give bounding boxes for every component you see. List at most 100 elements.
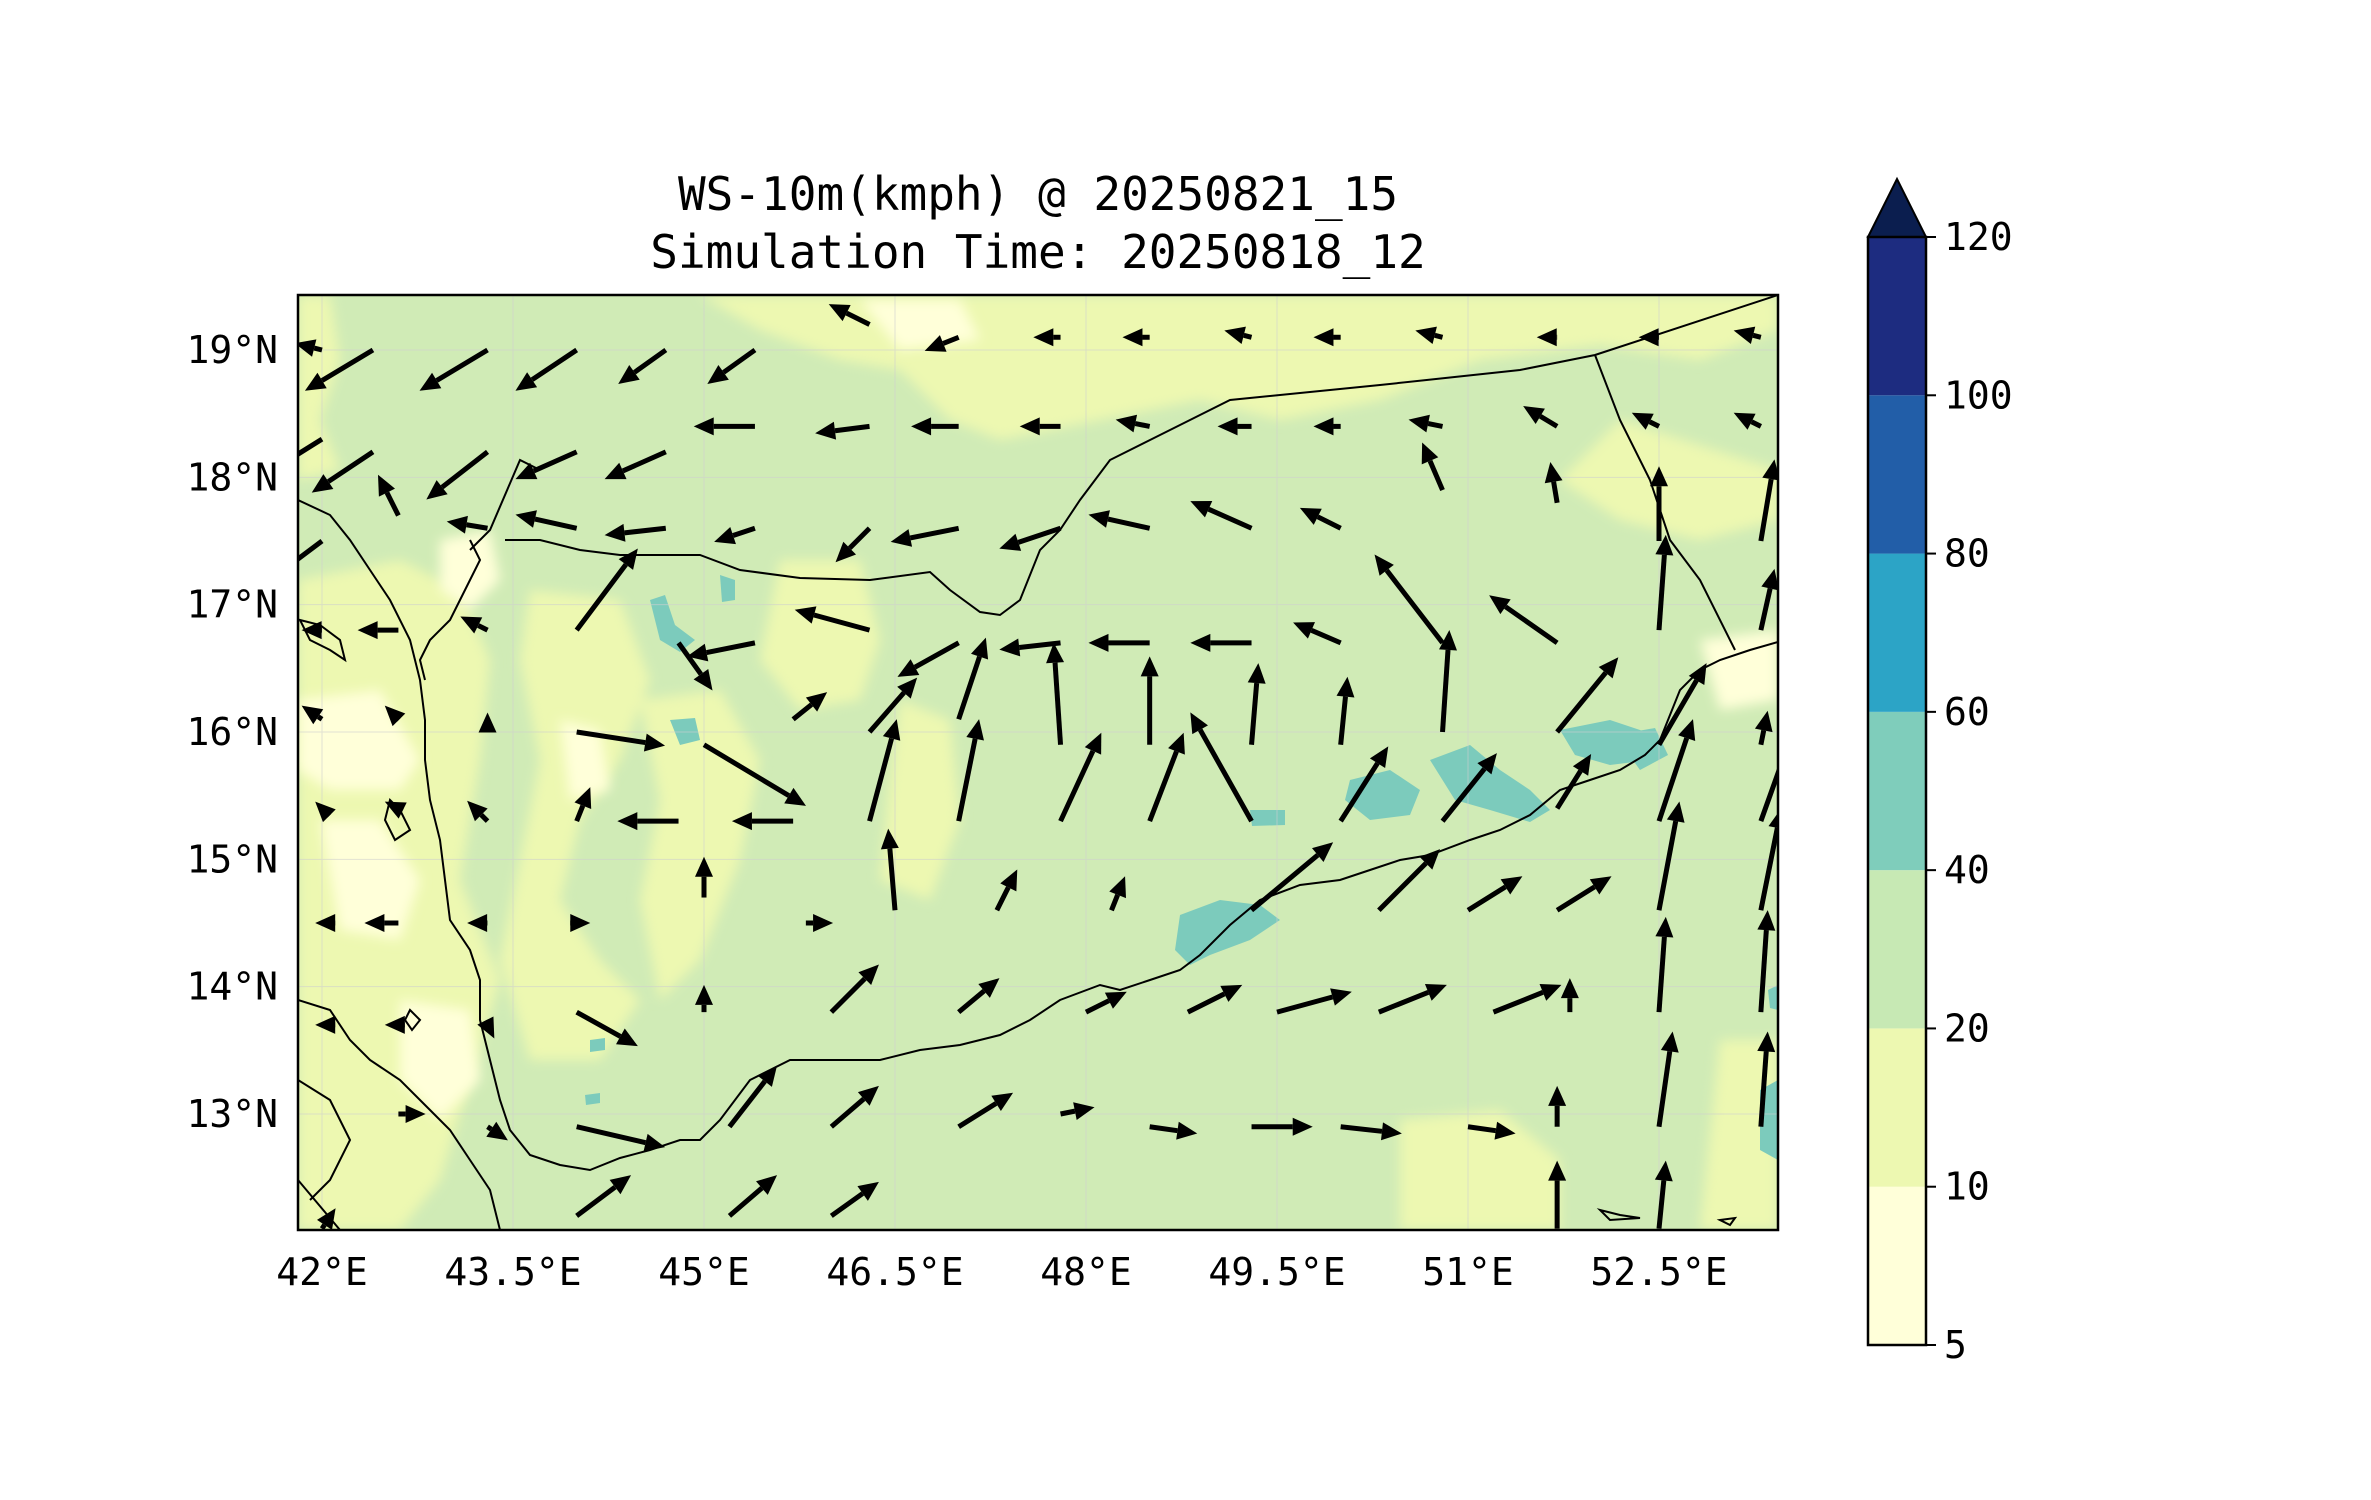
x-tick-label: 52.5°E xyxy=(1590,1250,1727,1294)
wind-vector xyxy=(1377,849,1441,913)
wind-vector xyxy=(1060,1102,1095,1120)
wind-vector xyxy=(1147,732,1185,823)
wind-vector xyxy=(1655,916,1674,1013)
x-tick-label: 49.5°E xyxy=(1208,1250,1345,1294)
wind-vector xyxy=(604,449,667,480)
wind-vector xyxy=(446,515,488,534)
wind-vector xyxy=(1544,462,1563,504)
wind-vector xyxy=(835,526,872,563)
wind-vector xyxy=(1190,712,1254,823)
gridlines xyxy=(298,295,1778,1230)
wind-vector xyxy=(1140,656,1159,745)
wind-vector xyxy=(1122,328,1150,347)
colorbar-segment xyxy=(1868,553,1926,712)
wind-vector xyxy=(695,984,713,1013)
wind-vector xyxy=(1555,876,1612,913)
wind-vector xyxy=(1754,710,1773,746)
wind-vector xyxy=(1523,406,1559,429)
wind-vector xyxy=(1757,910,1776,1013)
wind-vector xyxy=(1440,753,1497,823)
wind-vector xyxy=(315,801,336,823)
wind-vector xyxy=(384,1015,405,1034)
wind-vector xyxy=(1489,595,1559,645)
wind-vector xyxy=(298,339,323,357)
wind-vector xyxy=(924,334,960,352)
x-tick-label: 46.5°E xyxy=(826,1250,963,1294)
wind-speed-field-40-60 xyxy=(585,575,1778,1160)
wind-vector xyxy=(1650,466,1668,541)
wind-vector xyxy=(301,705,324,725)
wind-vector xyxy=(1338,746,1389,823)
y-tick-label: 17°N xyxy=(186,583,278,627)
x-tick-label: 43.5°E xyxy=(444,1250,581,1294)
wind-vector xyxy=(1058,732,1102,823)
wind-vector xyxy=(1084,991,1127,1015)
wind-vector xyxy=(1190,500,1253,531)
wind-vector xyxy=(311,449,375,493)
colorbar-segment xyxy=(1868,1028,1926,1187)
wind-vector xyxy=(707,347,757,384)
colorbar-segment xyxy=(1868,1186,1926,1345)
wind-vector xyxy=(1249,842,1334,913)
wind-vector xyxy=(378,474,401,517)
colorbar-tick-label: 20 xyxy=(1944,1006,1990,1050)
x-tick-label: 48°E xyxy=(1040,1250,1132,1294)
y-tick-label: 16°N xyxy=(186,710,278,754)
wind-vector xyxy=(1548,1085,1567,1127)
colorbar-segment xyxy=(1868,711,1926,871)
colorbar-segment xyxy=(1868,237,1926,396)
wind-vector xyxy=(515,347,579,391)
colorbar-tick-label: 5 xyxy=(1944,1323,1967,1367)
wind-vector xyxy=(867,719,901,822)
wind-vector xyxy=(1548,1160,1567,1229)
map-title: WS-10m(kmph) @ 20250821_15 xyxy=(678,167,1398,221)
wind-vector xyxy=(298,538,324,563)
wind-vector xyxy=(1088,510,1151,531)
wind-vector xyxy=(1560,978,1579,1013)
wind-vector xyxy=(727,1175,778,1218)
wind-vector xyxy=(911,417,959,436)
wind-vector xyxy=(815,421,870,440)
wind-vector xyxy=(1019,417,1061,436)
wind-vector xyxy=(1336,676,1355,745)
y-tick-label: 18°N xyxy=(186,455,278,499)
wind-vector xyxy=(1656,719,1696,822)
wind-vector xyxy=(1656,1031,1679,1128)
wind-vector xyxy=(1276,988,1352,1015)
wind-vector xyxy=(419,347,489,391)
wind-vector xyxy=(575,1009,638,1047)
map-frame xyxy=(296,293,1780,1232)
wind-vector xyxy=(1758,765,1778,822)
map-panel xyxy=(298,295,1778,1230)
colorbar-extend-triangle xyxy=(1866,176,1928,238)
wind-vector xyxy=(460,616,489,634)
wind-vector xyxy=(1656,801,1685,911)
wind-vector xyxy=(1374,554,1445,645)
wind-vector xyxy=(357,621,399,640)
colorbar-segment xyxy=(1868,395,1926,554)
wind-vector xyxy=(1313,417,1341,436)
wind-vector xyxy=(1656,663,1707,746)
wind-vector xyxy=(956,719,984,822)
wind-vector xyxy=(714,525,756,545)
wind-vector xyxy=(315,914,336,932)
wind-vector xyxy=(829,1085,879,1129)
wind-vector xyxy=(1190,633,1252,652)
wind-vector xyxy=(1415,326,1444,345)
wind-vector xyxy=(1733,412,1762,430)
wind-vector xyxy=(693,417,755,436)
wind-vector xyxy=(384,801,407,819)
wind-vector xyxy=(994,869,1018,912)
colorbar-tick-label: 100 xyxy=(1944,373,2013,417)
wind-vector xyxy=(1247,663,1266,745)
wind-vector xyxy=(317,1208,336,1230)
wind-vector xyxy=(676,641,713,691)
wind-vector xyxy=(1408,414,1444,433)
wind-vector xyxy=(695,856,713,898)
wind-vector xyxy=(1757,1031,1776,1127)
wind-vector xyxy=(1555,657,1619,734)
wind-vector xyxy=(617,812,679,831)
y-tick-label: 19°N xyxy=(186,328,278,372)
wind-vector xyxy=(890,525,960,547)
